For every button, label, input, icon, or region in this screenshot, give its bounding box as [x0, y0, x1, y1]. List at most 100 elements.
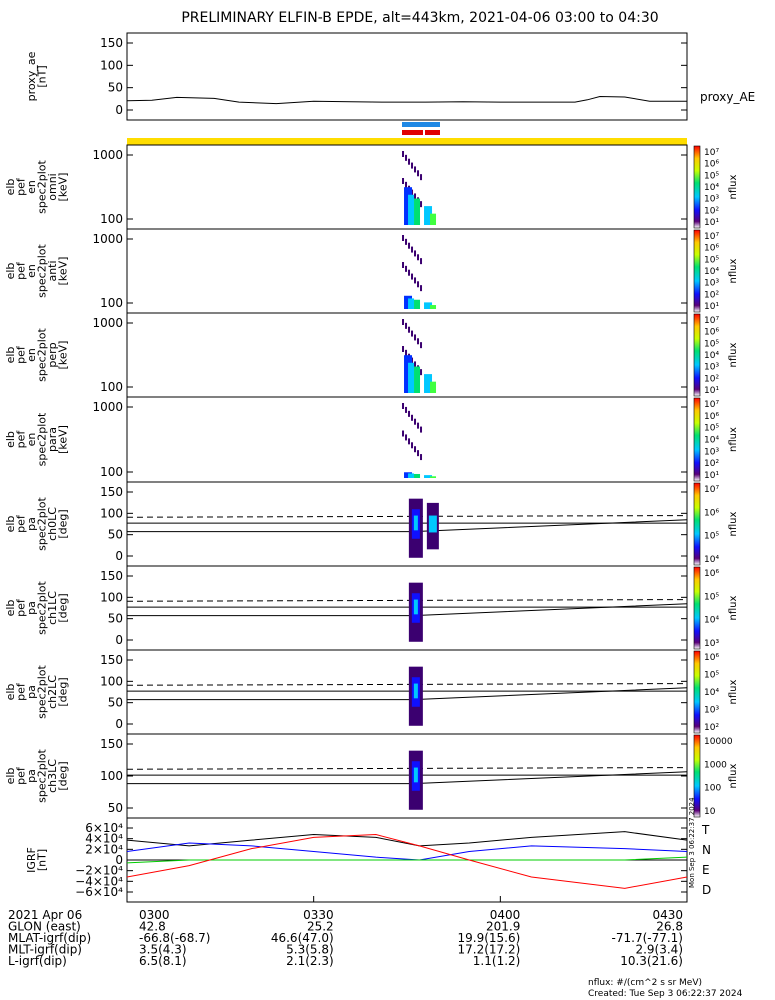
flux-streak [417, 170, 420, 177]
colorbar-tick-label: 10² [704, 723, 719, 733]
loss-cone-solid [127, 687, 688, 701]
ephemeris-value: 0400 [490, 908, 521, 922]
y-axis-label: [nT] [35, 65, 48, 87]
colorbar-tick-label: 10⁴ [704, 267, 719, 277]
y-tick-label: 100 [100, 674, 123, 688]
ephemeris-value: 42.8 [139, 920, 166, 934]
flux-cell-green [414, 299, 421, 309]
flux-streak [405, 265, 408, 272]
y-tick-label: −4×10⁴ [75, 874, 123, 888]
y-axis-label: spec2plot [35, 749, 48, 803]
y-axis-label: pef [14, 177, 27, 196]
y-axis-label: pa [25, 685, 38, 699]
y-axis-label: pef [14, 514, 27, 533]
y-axis-label: elb [4, 263, 17, 280]
pa-flux-core [428, 515, 437, 533]
flux-streak [408, 158, 411, 165]
colorbar [693, 650, 701, 734]
y-axis-label: [keV] [56, 425, 69, 454]
igrf-T-line [126, 831, 688, 847]
loss-cone-solid [127, 519, 688, 533]
y-tick-label: 50 [108, 696, 123, 710]
igrf-E-line [126, 856, 688, 864]
ephemeris-value: 26.8 [656, 920, 683, 934]
y-axis-label: ch3LC [46, 759, 59, 793]
colorbar [693, 229, 701, 313]
y-tick-label: 1000 [92, 400, 123, 414]
flux-streak [402, 346, 405, 352]
plot-panels: proxy_ae[nT]150100500proxy_AEelbpefenspe… [4, 32, 755, 903]
y-axis-label: [deg] [56, 593, 69, 622]
ephemeris-value: 0330 [303, 908, 334, 922]
colorbar [693, 145, 701, 229]
colorbar-label: nflux [728, 258, 739, 283]
colorbar-tick-label: 10⁶ [704, 508, 719, 518]
colorbar-label: nflux [728, 342, 739, 367]
colorbar-tick-label: 10⁷ [704, 148, 719, 158]
colorbar-label: nflux [728, 763, 739, 788]
y-tick-label: −6×10⁴ [75, 885, 123, 899]
flux-streak [417, 422, 420, 429]
flux-cell-cyan [408, 473, 415, 478]
colorbar-tick-label: 10¹ [704, 302, 719, 312]
colorbar-tick-label: 10⁵ [704, 592, 719, 602]
flux-streak [420, 369, 423, 376]
y-axis-label: perp [46, 342, 59, 367]
colorbar-tick-label: 10⁵ [704, 671, 719, 681]
ephemeris-value: 5.3(5.8) [286, 943, 334, 957]
y-axis-label: ch1LC [46, 591, 59, 625]
y-axis-label: para [46, 427, 59, 452]
y-axis-label: elb [4, 347, 17, 364]
science-zone-bar-red-2 [425, 130, 440, 135]
colorbar-tick-label: 10² [704, 374, 719, 384]
colorbar [693, 734, 701, 818]
y-tick-label: 4×10⁴ [85, 832, 123, 846]
panel-frame [126, 565, 688, 651]
y-tick-label: 150 [100, 653, 123, 667]
flux-streak [414, 361, 417, 368]
flux-streak [405, 238, 408, 245]
colorbar-tick-label: 10⁶ [704, 412, 719, 422]
y-axis-label: spec2plot [35, 665, 48, 719]
y-axis-label: pef [14, 682, 27, 701]
flux-streak [408, 269, 411, 276]
y-axis-label: elb [4, 516, 17, 533]
loss-cone-dashed [126, 767, 688, 770]
proxy-ae-line [126, 95, 687, 105]
colorbar-tick-label: 10¹ [704, 386, 719, 396]
ephemeris-value: 3.5(4.3) [139, 943, 187, 957]
y-axis-label: proxy_ae [25, 51, 38, 101]
flux-streak [414, 166, 417, 173]
colorbar-label: nflux [728, 427, 739, 452]
flux-cell-green [414, 198, 421, 225]
flux-streak [417, 338, 420, 345]
flux-streak [420, 258, 423, 265]
ephemeris-value: 17.2(17.2) [458, 943, 521, 957]
colorbar-tick-label: 10⁶ [704, 244, 719, 254]
y-tick-label: −2×10⁴ [75, 864, 123, 878]
igrf-legend-D: D [702, 883, 711, 897]
colorbar [693, 566, 701, 650]
ephemeris-value: -66.8(-68.7) [139, 931, 210, 945]
y-tick-label: 50 [108, 81, 123, 95]
ephemeris-value: 201.9 [486, 920, 520, 934]
flux-streak [408, 326, 411, 333]
y-tick-label: 50 [108, 528, 123, 542]
flux-streak [420, 285, 423, 292]
colorbar-tick-label: 100 [704, 784, 721, 794]
panel-en_omni: elbpefenspec2plotomni[keV]100010010⁷10⁶1… [4, 144, 739, 230]
colorbar-tick-label: 10³ [704, 447, 719, 457]
y-tick-label: 100 [100, 58, 123, 72]
colorbar-tick-label: 10⁷ [704, 485, 719, 495]
flux-streak [408, 410, 411, 417]
pa-flux-core [413, 683, 418, 699]
y-tick-label: 150 [100, 737, 123, 751]
y-axis-label: spec2plot [35, 581, 48, 635]
flux-cell-cyan [408, 362, 415, 393]
igrf-legend-T: T [701, 823, 710, 837]
y-tick-label: 100 [100, 769, 123, 783]
ephemeris-row-label: MLT-igrf(dip) [8, 943, 82, 957]
